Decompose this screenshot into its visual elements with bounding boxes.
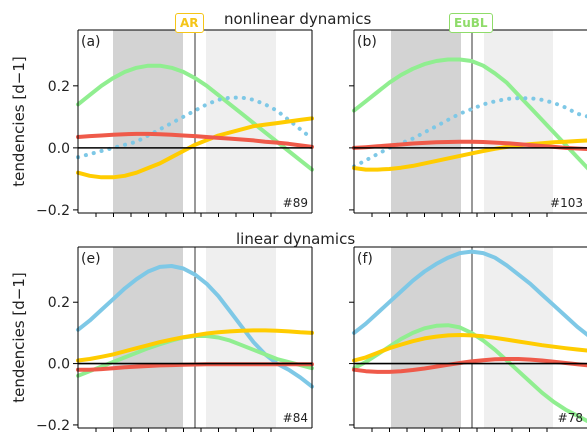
series-line-red [76, 131, 314, 149]
light-shade-band [206, 30, 276, 213]
series-line-blue [352, 96, 587, 169]
panel-label: (f) [357, 251, 373, 267]
id-label: #89 [283, 196, 308, 210]
y-tick-label: 0.0 [48, 141, 70, 157]
panel-f: (f) #78 [349, 246, 587, 432]
series-line-green [352, 57, 587, 171]
panel-label: (a) [81, 34, 101, 50]
dark-shade-band [113, 30, 183, 213]
series-line-yellow [352, 333, 587, 363]
panel-a: 0.2 0.0 −0.2 (a) #89 tendencies [d−1] [10, 29, 314, 219]
series-line-yellow [76, 328, 314, 363]
dark-shade-band [391, 30, 461, 213]
series-line-red [352, 357, 587, 374]
series-line-yellow [352, 138, 587, 172]
series-line-green [76, 63, 314, 172]
panel-b: (b) #103 [349, 29, 587, 217]
id-label: #103 [550, 196, 583, 210]
top-title: nonlinear dynamics [224, 10, 372, 28]
panel-label: (e) [81, 251, 101, 267]
series-line-red [352, 139, 587, 152]
y-axis-label: tendencies [d−1] [10, 272, 28, 402]
ar-badge: AR [175, 13, 204, 33]
series-line-yellow [76, 116, 314, 180]
panel-label: (b) [357, 34, 377, 50]
series-line-blue [352, 249, 587, 337]
y-axis-label: tendencies [d−1] [10, 56, 28, 186]
y-tick-label: 0.0 [48, 357, 70, 373]
y-tick-label: 0.2 [48, 79, 70, 95]
y-tick-label: 0.2 [48, 295, 70, 311]
id-label: #78 [558, 411, 583, 425]
id-label: #84 [283, 411, 308, 425]
series-line-green [352, 323, 587, 424]
panel-e: 0.2 0.0 −0.2 (e) #84 tendencies [d−1] [10, 246, 314, 432]
bottom-title: linear dynamics [236, 230, 356, 248]
y-tick-label: −0.2 [36, 203, 70, 219]
series-line-blue [76, 264, 314, 389]
eubl-badge: EuBL [449, 13, 493, 33]
y-tick-label: −0.2 [36, 418, 70, 432]
series-line-blue [76, 95, 314, 160]
dark-shade-band [113, 247, 183, 428]
